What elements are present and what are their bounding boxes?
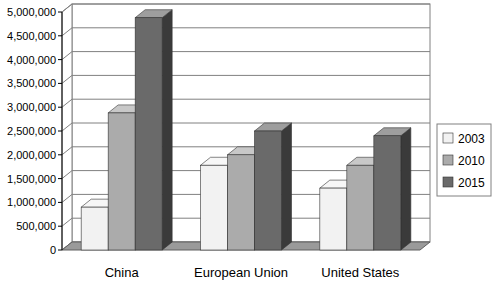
bar [201, 165, 228, 250]
bar-3d [255, 123, 292, 250]
tick [58, 178, 62, 179]
tick-label: 5,000,000 [7, 6, 56, 18]
bar-top [135, 10, 172, 18]
tick [58, 154, 62, 155]
legend-label: 2015 [458, 176, 485, 190]
legend-box [437, 124, 491, 196]
bar [374, 136, 401, 250]
tick [58, 83, 62, 84]
tick-label: 0 [50, 244, 56, 256]
tick [58, 35, 62, 36]
category-label: United States [321, 265, 400, 280]
legend-swatch [443, 133, 453, 143]
tick-label: 4,000,000 [7, 54, 56, 66]
chart: 0 500,000 1,000,000 1,500,000 2,000,000 2,500… [0, 0, 500, 303]
bar-side [162, 10, 172, 250]
bar-3d [374, 128, 411, 250]
bar [81, 207, 108, 250]
category-label: European Union [194, 265, 288, 280]
tick-label: 3,500,000 [7, 77, 56, 89]
tick [58, 59, 62, 60]
grid-line [62, 52, 430, 60]
y-axis [62, 12, 63, 250]
bar [347, 165, 374, 250]
bar-top [374, 128, 411, 136]
tick-label: 1,000,000 [7, 196, 56, 208]
tick-label: 500,000 [16, 220, 56, 232]
tick-label: 2,000,000 [7, 149, 56, 161]
legend-label: 2003 [458, 132, 485, 146]
bar [320, 188, 347, 250]
bar-side [282, 123, 292, 250]
tick-label: 1,500,000 [7, 173, 56, 185]
bar [135, 18, 162, 250]
bar [255, 131, 282, 250]
tick [58, 202, 62, 203]
bar [108, 113, 135, 250]
tick [58, 226, 62, 227]
bar-side [401, 128, 411, 250]
grid-line [62, 28, 430, 36]
bars [81, 10, 411, 250]
grid-line [62, 4, 430, 12]
legend-swatch [443, 177, 453, 187]
bar-3d [135, 10, 172, 250]
tick-label: 4,500,000 [7, 30, 56, 42]
tick [58, 131, 62, 132]
tick-label: 2,500,000 [7, 125, 56, 137]
tick-label: 3,000,000 [7, 101, 56, 113]
tick [58, 12, 62, 13]
bar [228, 155, 255, 250]
tick [58, 107, 62, 108]
grid-line [62, 75, 430, 83]
legend-label: 2010 [458, 154, 485, 168]
category-label: China [105, 265, 140, 280]
bar-top [255, 123, 292, 131]
legend-swatch [443, 155, 453, 165]
